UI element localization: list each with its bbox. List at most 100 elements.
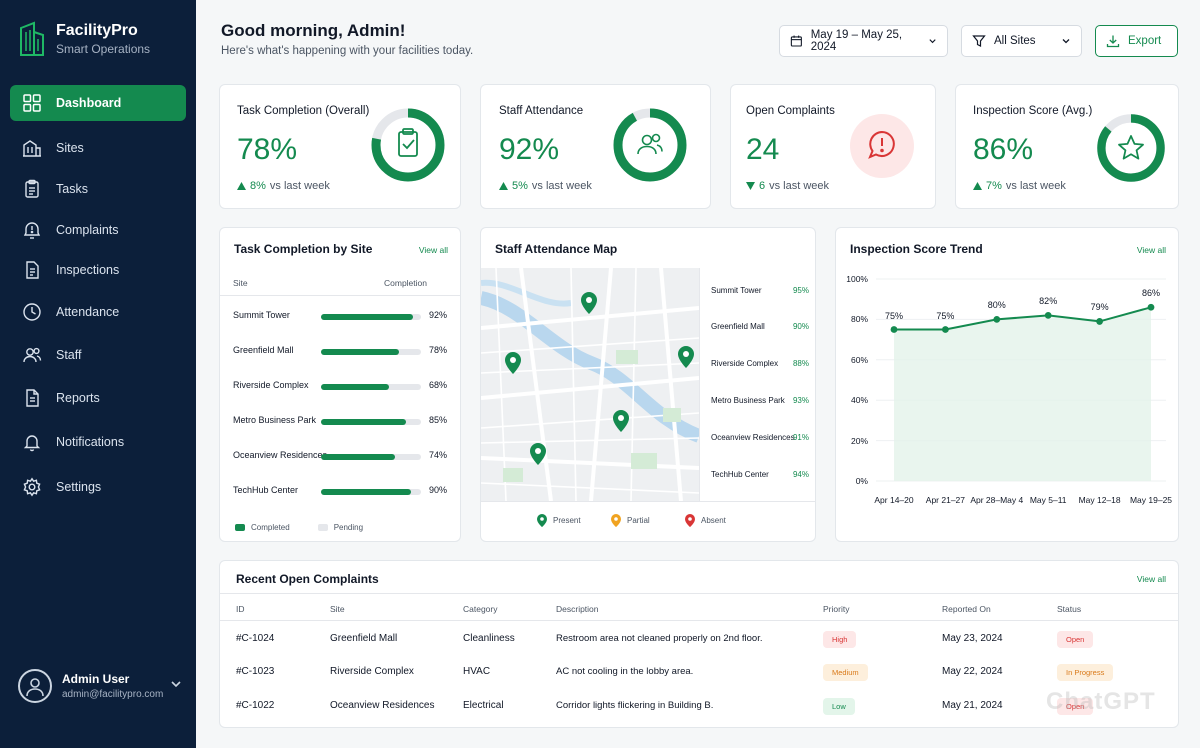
chevron-down-icon bbox=[929, 39, 936, 44]
site-row[interactable]: Riverside Complex 68% bbox=[220, 376, 462, 396]
site-pct: 92% bbox=[429, 310, 448, 320]
kpi-delta: 8% vs last week bbox=[237, 180, 330, 192]
status-badge: Open bbox=[1057, 698, 1094, 715]
nav-item-dashboard[interactable]: Dashboard bbox=[10, 85, 186, 121]
complaint-date: May 22, 2024 bbox=[942, 666, 1003, 677]
complaint-category: Cleanliness bbox=[463, 633, 515, 644]
people-icon bbox=[637, 133, 663, 155]
map-pin-icon bbox=[530, 443, 546, 465]
people-icon bbox=[22, 345, 42, 365]
progress-fill bbox=[321, 454, 395, 460]
page-title: Good morning, Admin! bbox=[221, 21, 406, 40]
legend-completed: Completed bbox=[251, 523, 290, 532]
site-row[interactable]: Oceanview Residences 74% bbox=[220, 446, 462, 466]
map-pin-icon bbox=[537, 514, 547, 527]
bell-icon bbox=[22, 432, 42, 452]
site-name: Metro Business Park bbox=[233, 415, 317, 425]
chevron-down-icon[interactable] bbox=[170, 678, 182, 690]
x-tick-label: Apr 14–20 bbox=[874, 495, 914, 505]
divider bbox=[481, 501, 815, 502]
col-header-reported: Reported On bbox=[942, 604, 991, 614]
sidebar: FacilityPro Smart Operations Dashboard S… bbox=[0, 0, 196, 748]
nav-item-staff[interactable]: Staff bbox=[10, 337, 186, 373]
brand[interactable]: FacilityPro Smart Operations bbox=[18, 20, 150, 58]
site-filter-select[interactable]: All Sites bbox=[961, 25, 1082, 57]
attendance-pct: 90% bbox=[792, 322, 809, 331]
table-row[interactable]: #C-1023 Riverside Complex HVAC AC not co… bbox=[220, 656, 1178, 688]
attendance-row[interactable]: TechHub Center 94% bbox=[711, 468, 809, 484]
site-pct: 68% bbox=[429, 380, 448, 390]
progress-track bbox=[321, 314, 421, 320]
inspection-trend-card: Inspection Score Trend View all 0% 20% 40%… bbox=[835, 227, 1179, 542]
site-row[interactable]: Metro Business Park 85% bbox=[220, 411, 462, 431]
kpi-card-open-complaints: Open Complaints 24 6 vs last week bbox=[730, 84, 936, 209]
series-area bbox=[894, 307, 1151, 481]
kpi-title: Staff Attendance bbox=[499, 105, 584, 117]
attendance-row[interactable]: Summit Tower 95% bbox=[711, 284, 809, 300]
site-row[interactable]: Greenfield Mall 78% bbox=[220, 341, 462, 361]
user-email: admin@facilitypro.com bbox=[62, 689, 164, 700]
nav-item-reports[interactable]: Reports bbox=[10, 380, 186, 416]
attendance-map-card: Staff Attendance Map bbox=[480, 227, 816, 542]
progress-ring bbox=[1097, 114, 1165, 182]
complaint-id: #C-1024 bbox=[236, 633, 275, 644]
progress-ring bbox=[371, 108, 445, 182]
brand-tagline: Smart Operations bbox=[56, 42, 151, 56]
table-row[interactable]: #C-1024 Greenfield Mall Cleanliness Rest… bbox=[220, 623, 1178, 655]
data-point bbox=[1044, 311, 1052, 319]
nav-item-attendance[interactable]: Attendance bbox=[10, 294, 186, 330]
gear-icon bbox=[22, 477, 42, 497]
attendance-row[interactable]: Oceanview Residences 91% bbox=[711, 431, 809, 447]
section-title: Staff Attendance Map bbox=[495, 242, 618, 256]
user-name: Admin User bbox=[62, 672, 130, 686]
site-name: Greenfield Mall bbox=[711, 322, 765, 331]
priority-badge: Low bbox=[823, 698, 855, 715]
data-label: 80% bbox=[987, 300, 1006, 311]
nav-item-tasks[interactable]: Tasks bbox=[10, 171, 186, 207]
nav-item-settings[interactable]: Settings bbox=[10, 469, 186, 505]
complaint-id: #C-1023 bbox=[236, 666, 275, 677]
site-row[interactable]: Summit Tower 92% bbox=[220, 306, 462, 326]
col-header-site: Site bbox=[330, 604, 345, 614]
divider bbox=[699, 268, 700, 501]
attendance-row[interactable]: Greenfield Mall 90% bbox=[711, 320, 809, 336]
user-icon bbox=[26, 678, 44, 697]
column-header-site: Site bbox=[233, 278, 248, 288]
nav-item-inspections[interactable]: Inspections bbox=[10, 252, 186, 288]
nav-item-sites[interactable]: Sites bbox=[10, 130, 186, 166]
export-button[interactable]: Export bbox=[1095, 25, 1178, 57]
attendance-pct: 88% bbox=[792, 359, 809, 368]
status-badge: In Progress bbox=[1057, 664, 1114, 681]
kpi-delta: 7% vs last week bbox=[973, 180, 1066, 192]
map-pin-icon bbox=[581, 292, 597, 314]
data-point bbox=[993, 316, 1001, 323]
date-range-picker[interactable]: May 19 – May 25, 2024 bbox=[779, 25, 948, 57]
attendance-row[interactable]: Riverside Complex 88% bbox=[711, 357, 809, 373]
kpi-delta-suffix: vs last week bbox=[269, 180, 330, 192]
x-tick-label: May 19–25 bbox=[1129, 495, 1173, 505]
divider bbox=[220, 295, 460, 296]
kpi-delta-value: 8% bbox=[250, 180, 266, 192]
complaint-category: HVAC bbox=[463, 666, 491, 677]
view-all-link[interactable]: View all bbox=[1136, 574, 1166, 584]
table-row[interactable]: #C-1022 Oceanview Residences Electrical … bbox=[220, 690, 1178, 722]
task-by-site-card: Task Completion by Site View all Site Co… bbox=[219, 227, 461, 542]
view-all-link[interactable]: View all bbox=[1136, 245, 1166, 255]
map-pin-icon bbox=[505, 352, 521, 374]
kpi-delta-value: 6 bbox=[759, 180, 766, 192]
attendance-row[interactable]: Metro Business Park 93% bbox=[711, 394, 809, 410]
map-pin-icon bbox=[685, 514, 695, 527]
divider bbox=[220, 593, 1178, 594]
legend-absent: Absent bbox=[685, 514, 726, 527]
kpi-card-staff-attendance: Staff Attendance 92% 5% vs last week bbox=[480, 84, 711, 209]
user-menu[interactable]: Admin User admin@facilitypro.com bbox=[18, 666, 186, 706]
view-all-link[interactable]: View all bbox=[418, 245, 448, 255]
section-title: Recent Open Complaints bbox=[236, 572, 379, 586]
legend-partial: Partial bbox=[611, 514, 650, 527]
document-icon bbox=[22, 260, 42, 280]
site-row[interactable]: TechHub Center 90% bbox=[220, 481, 462, 501]
complaint-category: Electrical bbox=[463, 700, 504, 711]
map-view[interactable] bbox=[481, 268, 699, 501]
nav-item-notifications[interactable]: Notifications bbox=[10, 424, 186, 460]
nav-item-complaints[interactable]: Complaints bbox=[10, 212, 186, 248]
